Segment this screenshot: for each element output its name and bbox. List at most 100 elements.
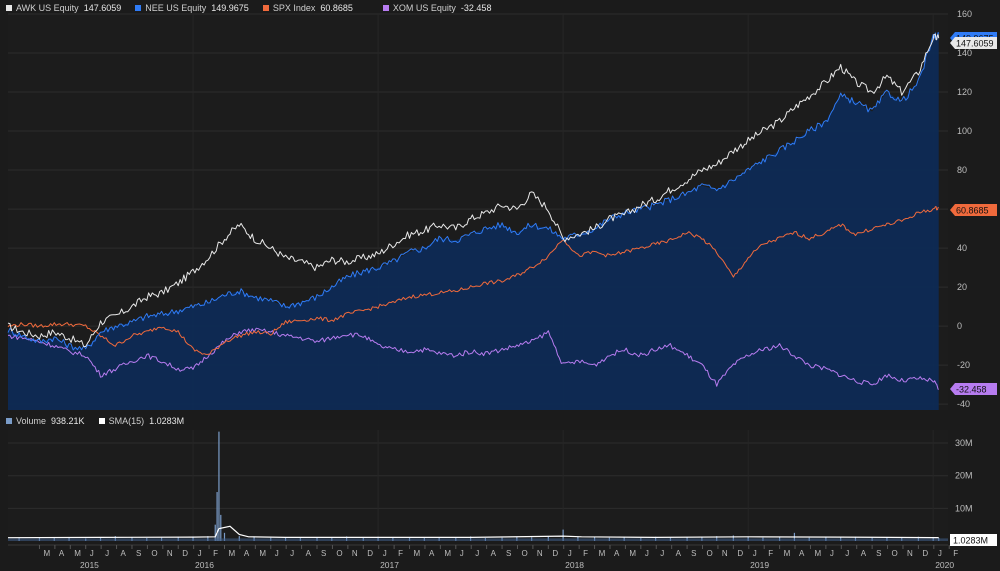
legend-spx-swatch bbox=[262, 5, 269, 11]
year-label: 2015 bbox=[80, 560, 99, 570]
legend-volume-value: 938.21K bbox=[51, 416, 85, 426]
xom-line bbox=[7, 327, 939, 390]
month-label: D bbox=[922, 549, 928, 558]
badge-awk: 147.6059 bbox=[950, 37, 997, 49]
month-label: J bbox=[475, 549, 479, 558]
month-label: O bbox=[336, 549, 342, 558]
month-label: J bbox=[660, 549, 664, 558]
volume-tick-label: 30M bbox=[955, 438, 973, 448]
price-tick-label: 120 bbox=[957, 87, 972, 97]
volume-tick-label: 10M bbox=[955, 503, 973, 513]
month-label: A bbox=[244, 549, 250, 558]
badge-awk-label: 147.6059 bbox=[956, 39, 994, 49]
legend-volume-swatch bbox=[6, 418, 12, 424]
price-tick-label: -20 bbox=[957, 360, 970, 370]
month-label: O bbox=[521, 549, 527, 558]
month-label: J bbox=[568, 549, 572, 558]
legend-nee-name: NEE US Equity bbox=[145, 3, 207, 13]
nee-area-fill bbox=[8, 33, 939, 410]
volume-bar bbox=[214, 524, 216, 541]
month-label: O bbox=[892, 549, 898, 558]
month-label: M bbox=[259, 549, 266, 558]
price-tick-label: 20 bbox=[957, 282, 967, 292]
month-label: A bbox=[429, 549, 435, 558]
month-label: S bbox=[691, 549, 696, 558]
legend-sma-swatch bbox=[98, 418, 105, 424]
awk-line bbox=[7, 33, 940, 347]
month-label: M bbox=[784, 549, 791, 558]
month-label: J bbox=[460, 549, 464, 558]
badge-spx-shape bbox=[950, 204, 997, 216]
legend-spx-name: SPX Index bbox=[272, 3, 316, 13]
price-tick-label: 80 bbox=[957, 165, 967, 175]
month-label: J bbox=[645, 549, 649, 558]
legend-nee-value: 149.9675 bbox=[211, 3, 249, 13]
legend-xom[interactable]: XOM US Equity -32.458 bbox=[382, 3, 492, 13]
month-label: J bbox=[290, 549, 294, 558]
month-label: J bbox=[938, 549, 942, 558]
legend-xom-name: XOM US Equity bbox=[392, 3, 456, 13]
badge-xom: -32.458 bbox=[950, 383, 997, 395]
badge-xom-shape bbox=[950, 383, 997, 395]
month-label: F bbox=[213, 549, 218, 558]
price-tick-label: 160 bbox=[957, 9, 972, 19]
month-label: N bbox=[907, 549, 913, 558]
month-label: J bbox=[105, 549, 109, 558]
volume-tick-label: 20M bbox=[955, 471, 973, 481]
month-label: D bbox=[737, 549, 743, 558]
legend-volume-name: Volume bbox=[16, 416, 47, 426]
month-label: N bbox=[722, 549, 728, 558]
legend-awk[interactable]: AWK US Equity 147.6059 bbox=[6, 3, 121, 13]
month-label: J bbox=[275, 549, 279, 558]
month-label: S bbox=[321, 549, 326, 558]
month-label: D bbox=[367, 549, 373, 558]
volume-legend: Volume 938.21K SMA(15) 1.0283M bbox=[6, 414, 198, 428]
price-tick-label: 0 bbox=[957, 321, 962, 331]
volume-plot-area bbox=[8, 430, 948, 541]
volume-bar bbox=[218, 431, 220, 541]
legend-spx-value: 60.8685 bbox=[320, 3, 353, 13]
year-label: 2020 bbox=[935, 560, 954, 570]
month-label: A bbox=[614, 549, 620, 558]
month-label: F bbox=[768, 549, 773, 558]
year-label: 2017 bbox=[380, 560, 399, 570]
volume-bar bbox=[732, 535, 734, 541]
badge-volume: 1.0283M bbox=[950, 534, 997, 546]
legend-sma-value: 1.0283M bbox=[149, 416, 185, 426]
legend-volume[interactable]: Volume 938.21K bbox=[6, 416, 85, 426]
month-label: F bbox=[583, 549, 588, 558]
month-label: F bbox=[953, 549, 958, 558]
legend-xom-value: -32.458 bbox=[460, 3, 492, 13]
legend-awk-name: AWK US Equity bbox=[16, 3, 79, 13]
legend-xom-swatch bbox=[382, 5, 389, 11]
month-label: A bbox=[59, 549, 65, 558]
year-label: 2019 bbox=[750, 560, 769, 570]
month-label: M bbox=[629, 549, 636, 558]
badge-volume-shape bbox=[950, 534, 997, 546]
month-label: S bbox=[876, 549, 881, 558]
price-tick-label: 40 bbox=[957, 243, 967, 253]
month-label: A bbox=[491, 549, 497, 558]
legend-sma[interactable]: SMA(15) 1.0283M bbox=[98, 416, 185, 426]
price-tick-label: 140 bbox=[957, 48, 972, 58]
month-label: S bbox=[506, 549, 511, 558]
month-label: J bbox=[383, 549, 387, 558]
legend-sma-name: SMA(15) bbox=[108, 416, 145, 426]
month-label: S bbox=[136, 549, 141, 558]
month-label: J bbox=[753, 549, 757, 558]
month-label: M bbox=[414, 549, 421, 558]
legend-spx[interactable]: SPX Index 60.8685 bbox=[262, 3, 353, 13]
month-label: N bbox=[537, 549, 543, 558]
month-label: J bbox=[830, 549, 834, 558]
volume-bar bbox=[223, 532, 226, 541]
legend-awk-value: 147.6059 bbox=[83, 3, 122, 13]
legend-nee[interactable]: NEE US Equity 149.9675 bbox=[135, 3, 249, 13]
nee-line bbox=[7, 32, 940, 351]
month-label: A bbox=[861, 549, 867, 558]
month-label: M bbox=[814, 549, 821, 558]
month-label: D bbox=[552, 549, 558, 558]
year-label: 2016 bbox=[195, 560, 214, 570]
month-label: D bbox=[182, 549, 188, 558]
month-label: A bbox=[676, 549, 682, 558]
